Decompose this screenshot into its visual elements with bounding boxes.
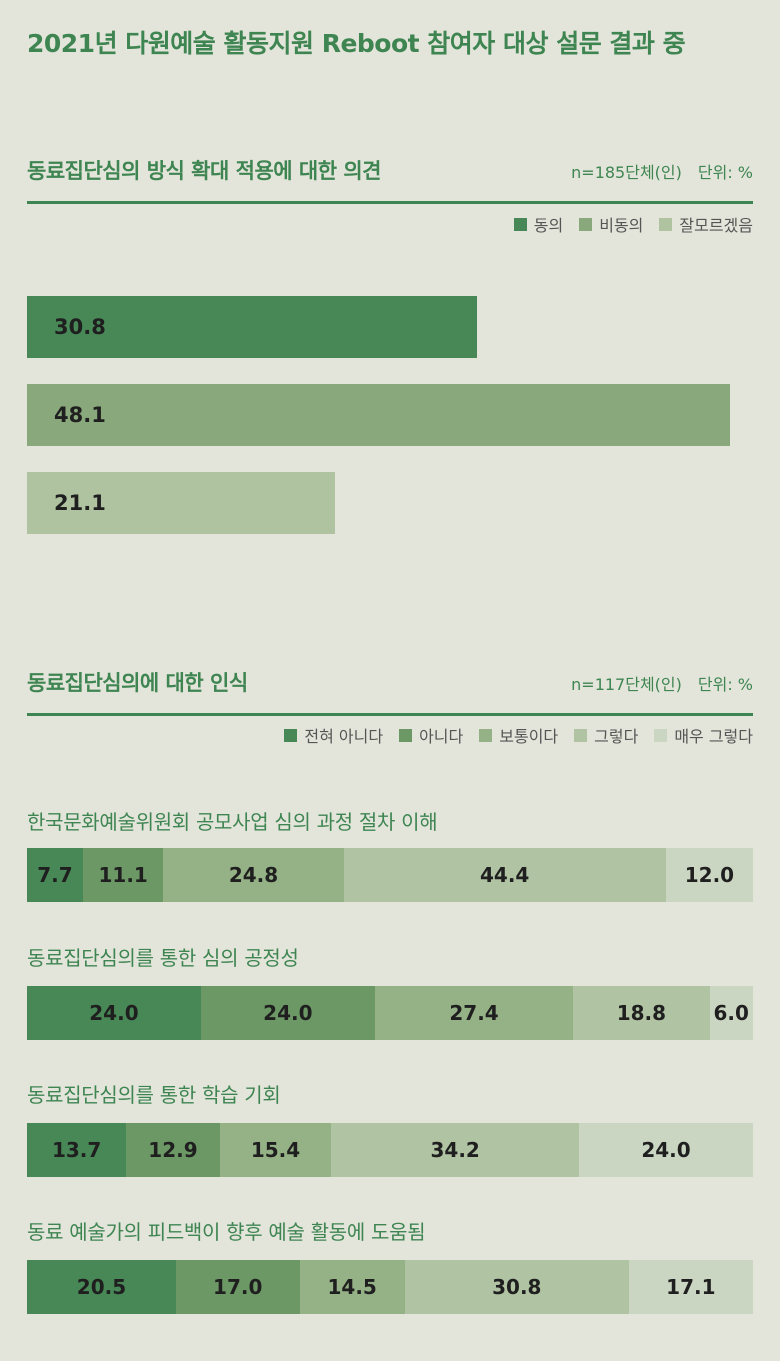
- legend-item: 잘모르겠음: [659, 212, 753, 236]
- legend-label: 전혀 아니다: [304, 727, 384, 746]
- section2-legend: 전혀 아니다 아니다 보통이다 그렇다 매우 그렇다: [284, 723, 753, 747]
- bar-segment: 24.0: [200, 986, 375, 1040]
- section1-legend: 동의 비동의 잘모르겠음: [513, 212, 753, 236]
- legend-swatch: [513, 217, 527, 231]
- legend-swatch: [284, 728, 298, 742]
- legend-label: 비동의: [599, 216, 644, 235]
- legend-label: 매우 그렇다: [674, 727, 753, 746]
- bar-segment: 11.1: [82, 848, 164, 902]
- bar-segment: 17.0: [175, 1260, 300, 1314]
- section2-sample: n=117단체(인): [571, 675, 682, 694]
- stacked-bar: 20.5 17.0 14.5 30.8 17.1: [27, 1260, 753, 1314]
- legend-label: 보통이다: [499, 727, 559, 746]
- legend-label: 그렇다: [594, 727, 639, 746]
- row-title: 동료 예술가의 피드백이 향후 예술 활동에 도움됨: [27, 1220, 426, 1244]
- bar: 21.1: [27, 472, 336, 534]
- row-title: 동료집단심의를 통한 학습 기회: [27, 1083, 281, 1107]
- bar-segment: 30.8: [404, 1260, 629, 1314]
- bar-segment: 24.0: [579, 1123, 753, 1177]
- legend-label: 아니다: [419, 727, 464, 746]
- bar-segment: 15.4: [219, 1123, 332, 1177]
- legend-swatch: [479, 728, 493, 742]
- section1-header: 동료집단심의 방식 확대 적용에 대한 의견 n=185단체(인) 단위: %: [27, 150, 753, 204]
- legend-item: 비동의: [579, 212, 643, 236]
- legend-item: 보통이다: [479, 723, 558, 747]
- section2-unit: 단위: %: [697, 675, 753, 694]
- legend-item: 매우 그렇다: [654, 723, 753, 747]
- section1-note: n=185단체(인) 단위: %: [571, 159, 753, 183]
- legend-item: 아니다: [399, 723, 463, 747]
- section1-unit: 단위: %: [697, 163, 753, 182]
- bar-segment: 24.0: [27, 986, 201, 1040]
- legend-label: 동의: [533, 216, 564, 235]
- bar-segment: 27.4: [374, 986, 574, 1040]
- legend-item: 그렇다: [574, 723, 638, 747]
- bar-segment: 18.8: [573, 986, 710, 1040]
- section2-note: n=117단체(인) 단위: %: [571, 671, 753, 695]
- legend-swatch: [399, 728, 413, 742]
- bar-value-label: 21.1: [54, 491, 106, 515]
- bar-segment: 17.1: [628, 1260, 753, 1314]
- bar-segment: 20.5: [27, 1260, 176, 1314]
- section2-title: 동료집단심의에 대한 인식: [27, 671, 248, 695]
- legend-swatch: [574, 728, 588, 742]
- bar-segment: 12.0: [665, 848, 753, 902]
- legend-label: 잘모르겠음: [679, 216, 753, 235]
- legend-item: 동의: [513, 212, 564, 236]
- bar-value-label: 30.8: [54, 315, 106, 339]
- section1-sample: n=185단체(인): [571, 163, 682, 182]
- legend-swatch: [654, 728, 668, 742]
- row-title: 한국문화예술위원회 공모사업 심의 과정 절차 이해: [27, 810, 438, 834]
- bar-segment: 34.2: [331, 1123, 580, 1177]
- legend-swatch: [579, 217, 593, 231]
- legend-item: 전혀 아니다: [284, 723, 383, 747]
- section1-title: 동료집단심의 방식 확대 적용에 대한 의견: [27, 159, 382, 183]
- bar-value-label: 48.1: [54, 403, 106, 427]
- bar-segment: 13.7: [27, 1123, 127, 1177]
- bar: 48.1: [27, 384, 730, 446]
- legend-swatch: [659, 217, 673, 231]
- bar-segment: 6.0: [709, 986, 753, 1040]
- main-title: 2021년 다원예술 활동지원 Reboot 참여자 대상 설문 결과 중: [27, 29, 686, 58]
- bar-segment: 24.8: [163, 848, 344, 902]
- stacked-bar: 24.0 24.0 27.4 18.8 6.0: [27, 986, 753, 1040]
- bar-segment: 7.7: [27, 848, 83, 902]
- bar: 30.8: [27, 296, 478, 358]
- row-title: 동료집단심의를 통한 심의 공정성: [27, 946, 299, 970]
- bar-segment: 12.9: [126, 1123, 220, 1177]
- section2-header: 동료집단심의에 대한 인식 n=117단체(인) 단위: %: [27, 664, 753, 716]
- bar-segment: 44.4: [343, 848, 666, 902]
- stacked-bar: 13.7 12.9 15.4 34.2 24.0: [27, 1123, 753, 1177]
- stacked-bar: 7.7 11.1 24.8 44.4 12.0: [27, 848, 753, 902]
- bar-segment: 14.5: [299, 1260, 405, 1314]
